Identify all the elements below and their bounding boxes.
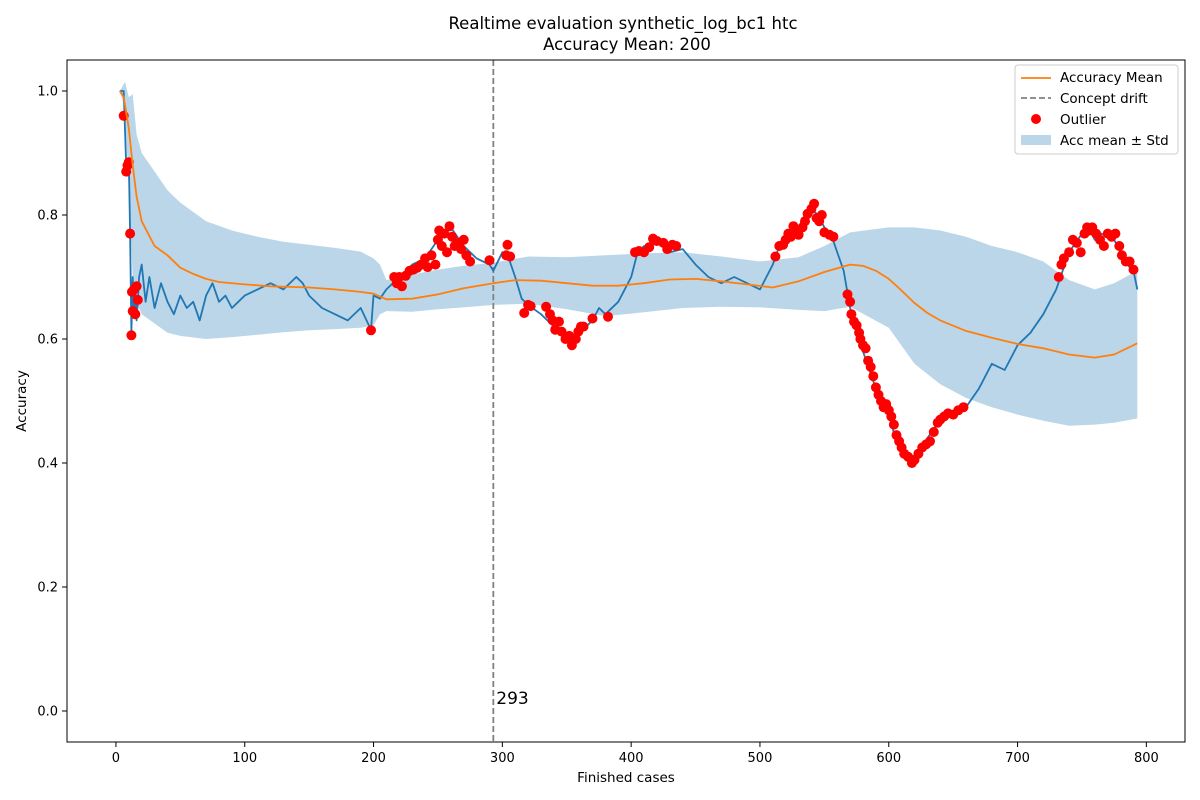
legend-swatch-band — [1021, 135, 1051, 145]
outlier-point — [444, 221, 455, 232]
chart-subtitle: Accuracy Mean: 200 — [543, 35, 711, 54]
outlier-point — [366, 325, 376, 336]
outlier-point — [1098, 241, 1109, 251]
outlier-point — [793, 229, 804, 240]
accuracy-mean-line — [119, 90, 1138, 359]
outlier-point — [447, 231, 458, 242]
outlier-point — [396, 281, 407, 292]
outlier-point — [422, 262, 433, 273]
outlier-point — [1053, 272, 1064, 282]
outlier-point — [525, 301, 536, 312]
outlier-point — [439, 228, 450, 239]
legend-frame — [1014, 64, 1179, 155]
outlier-point — [816, 210, 827, 220]
concept-drift-annotation: 293 — [496, 689, 528, 709]
outlier-point — [458, 234, 469, 245]
outlier-point — [1114, 241, 1125, 251]
y-tick-label: 0.2 — [37, 581, 58, 596]
outlier-point — [426, 250, 437, 261]
x-tick-label: 700 — [1005, 751, 1030, 766]
outlier-point — [130, 309, 141, 320]
outlier-point — [1071, 237, 1082, 248]
outlier-point — [126, 330, 137, 341]
x-tick-label: 200 — [361, 751, 386, 766]
outlier-point — [809, 198, 820, 209]
outlier-point — [1075, 247, 1086, 258]
legend-entry-mean: Accuracy Mean — [1060, 70, 1163, 86]
x-tick-label: 800 — [1134, 751, 1159, 766]
x-tick-label: 300 — [490, 751, 515, 766]
outlier-point — [131, 281, 142, 292]
outlier-point — [925, 436, 935, 447]
outlier-point — [1124, 256, 1135, 267]
outlier-point — [671, 241, 682, 251]
y-tick-label: 0.8 — [37, 209, 58, 224]
x-tick-label: 400 — [619, 751, 644, 766]
outlier-point — [865, 361, 876, 372]
outlier-point — [484, 255, 495, 266]
x-tick-label: 600 — [876, 751, 901, 766]
legend-entry-outlier: Outlier — [1060, 112, 1106, 128]
outlier-point — [132, 294, 143, 305]
outlier-point — [886, 411, 897, 422]
outlier-point — [125, 228, 136, 239]
y-tick-label: 0.4 — [37, 457, 58, 472]
outlier-point — [845, 296, 856, 307]
outlier-point — [578, 321, 589, 332]
outlier-point — [888, 419, 899, 430]
legend-swatch-outlier — [1031, 114, 1041, 124]
x-axis-label: Finished cases — [577, 770, 675, 786]
outlier-point — [928, 427, 939, 437]
y-tick-label: 0.6 — [37, 333, 58, 348]
legend-entry-band: Acc mean ± Std — [1060, 133, 1169, 149]
x-tick-label: 100 — [232, 751, 257, 766]
y-tick-label: 0.0 — [37, 705, 58, 720]
plot-area — [118, 60, 1139, 742]
outlier-point — [1110, 228, 1121, 239]
outlier-point — [465, 256, 476, 267]
outlier-point — [442, 247, 452, 258]
outlier-point — [554, 316, 564, 327]
chart-title: Realtime evaluation synthetic_log_bc1 ht… — [448, 14, 797, 34]
outlier-point — [587, 313, 598, 324]
outlier-point — [603, 311, 613, 322]
outlier-point — [556, 326, 567, 337]
legend-entry-drift: Concept drift — [1060, 91, 1148, 107]
outlier-point — [541, 301, 552, 312]
outlier-point — [644, 242, 655, 253]
outlier-point — [505, 251, 516, 262]
y-axis-label: Accuracy — [14, 370, 30, 432]
outlier-point — [430, 259, 441, 270]
outlier-point — [1064, 247, 1075, 258]
legend: Accuracy Mean Concept drift Outlier Acc … — [1014, 64, 1179, 155]
std-band — [119, 81, 1138, 426]
x-tick-label: 500 — [748, 751, 773, 766]
outlier-point — [519, 308, 530, 318]
axis-ticks: 0 100 200 300 400 500 600 700 800 0.0 0.2 0.4 0.6 0.8… — [37, 85, 1158, 767]
y-tick-label: 1.0 — [37, 85, 58, 100]
outlier-point — [1128, 264, 1139, 275]
outlier-point — [828, 231, 839, 242]
axes-frame — [66, 59, 1186, 743]
outlier-point — [860, 343, 871, 354]
outlier-point — [502, 239, 513, 250]
outlier-point — [770, 251, 781, 262]
outlier-point — [958, 402, 969, 413]
outlier-point — [868, 371, 879, 382]
x-tick-label: 0 — [112, 751, 120, 766]
